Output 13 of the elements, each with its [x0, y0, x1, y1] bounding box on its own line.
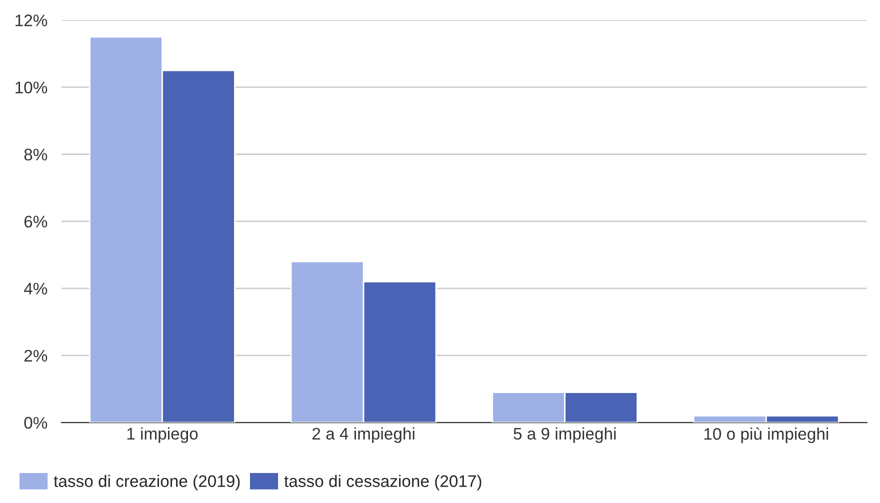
y-tick-label: 6%: [24, 216, 48, 228]
legend-label: tasso di creazione (2019): [54, 474, 240, 490]
y-tick-label: 12%: [16, 14, 48, 26]
x-tick-label: 10 o più impieghi: [704, 427, 828, 444]
y-tick-label: 0%: [24, 416, 48, 429]
y-tick-label: 4%: [24, 282, 48, 295]
x-tick-label: 1 impiego: [127, 427, 198, 443]
y-tick-label: 2%: [24, 350, 48, 362]
x-tick-label: 2 a 4 impieghi: [312, 427, 414, 443]
y-tick-label: 10%: [16, 82, 48, 94]
y-tick-label: 8%: [24, 148, 48, 160]
x-tick-label: 5 a 9 impieghi: [514, 427, 616, 443]
legend-label: tasso di cessazione (2017): [284, 474, 482, 490]
